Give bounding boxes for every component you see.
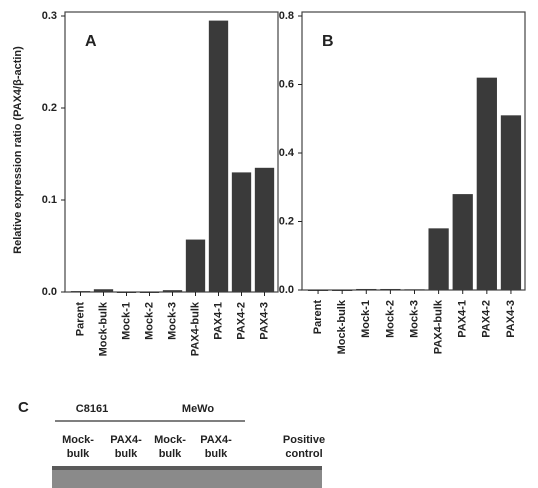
x-tick-label: PAX4-3 [505, 300, 517, 338]
y-tick-label: 0.1 [42, 194, 57, 206]
x-tick-label: Mock-1 [120, 302, 132, 340]
bar [232, 172, 251, 292]
x-tick-label: PAX4-1 [212, 302, 224, 340]
x-tick-label: PAX4-bulk [433, 299, 445, 354]
lane-label: PAX4- [200, 434, 232, 446]
lane-label: bulk [115, 448, 138, 460]
bar [453, 194, 473, 290]
y-tick-label: 0.2 [42, 102, 57, 114]
x-tick-label: Mock-bulk [336, 299, 348, 354]
x-tick-label: Mock-2 [384, 300, 396, 338]
lane-label: control [285, 448, 322, 460]
panel-label: C [18, 399, 29, 416]
y-tick-label: 0.0 [42, 286, 57, 298]
y-axis-label: Relative expression ratio (PAX4/β-actin) [12, 46, 24, 254]
figure: Relative expression ratio (PAX4/β-actin)… [0, 0, 538, 488]
lane-label: bulk [159, 448, 182, 460]
y-tick-label: 0.2 [279, 215, 294, 227]
panel-label: A [85, 33, 97, 50]
x-tick-label: Parent [312, 300, 324, 335]
bar [428, 228, 448, 290]
x-tick-label: Mock-2 [143, 302, 155, 340]
x-tick-label: Mock-3 [408, 300, 420, 338]
bar [163, 290, 182, 292]
lane-label: Mock- [154, 434, 186, 446]
gel-band [52, 466, 322, 470]
panel-label: B [322, 33, 334, 50]
y-tick-label: 0.3 [42, 10, 57, 22]
x-tick-label: PAX4-1 [457, 300, 469, 338]
x-tick-label: Parent [74, 302, 86, 337]
y-tick-label: 0.6 [279, 78, 294, 90]
x-tick-label: Mock-bulk [97, 301, 109, 356]
bar [94, 289, 113, 292]
y-tick-label: 0.4 [279, 147, 295, 159]
y-tick-label: 0.0 [279, 284, 294, 296]
bar [186, 240, 205, 292]
x-tick-label: PAX4-2 [235, 302, 247, 340]
lane-label: Mock- [62, 434, 94, 446]
group-label: MeWo [182, 403, 214, 415]
x-tick-label: PAX4-bulk [189, 301, 201, 356]
bar [71, 291, 90, 292]
lane-label: bulk [67, 448, 90, 460]
bar [380, 289, 400, 290]
bar [209, 21, 228, 292]
lane-label: PAX4- [110, 434, 142, 446]
bar [255, 168, 274, 292]
bar [501, 115, 521, 290]
x-tick-label: Mock-1 [360, 300, 372, 338]
x-tick-label: PAX4-2 [481, 300, 493, 338]
x-tick-label: Mock-3 [166, 302, 178, 340]
lane-label: Positive [283, 434, 325, 446]
bar [356, 289, 376, 290]
y-tick-label: 0.8 [279, 10, 294, 22]
x-tick-label: PAX4-3 [258, 302, 270, 340]
group-label: C8161 [76, 403, 108, 415]
lane-label: bulk [205, 448, 228, 460]
bar [477, 78, 497, 290]
